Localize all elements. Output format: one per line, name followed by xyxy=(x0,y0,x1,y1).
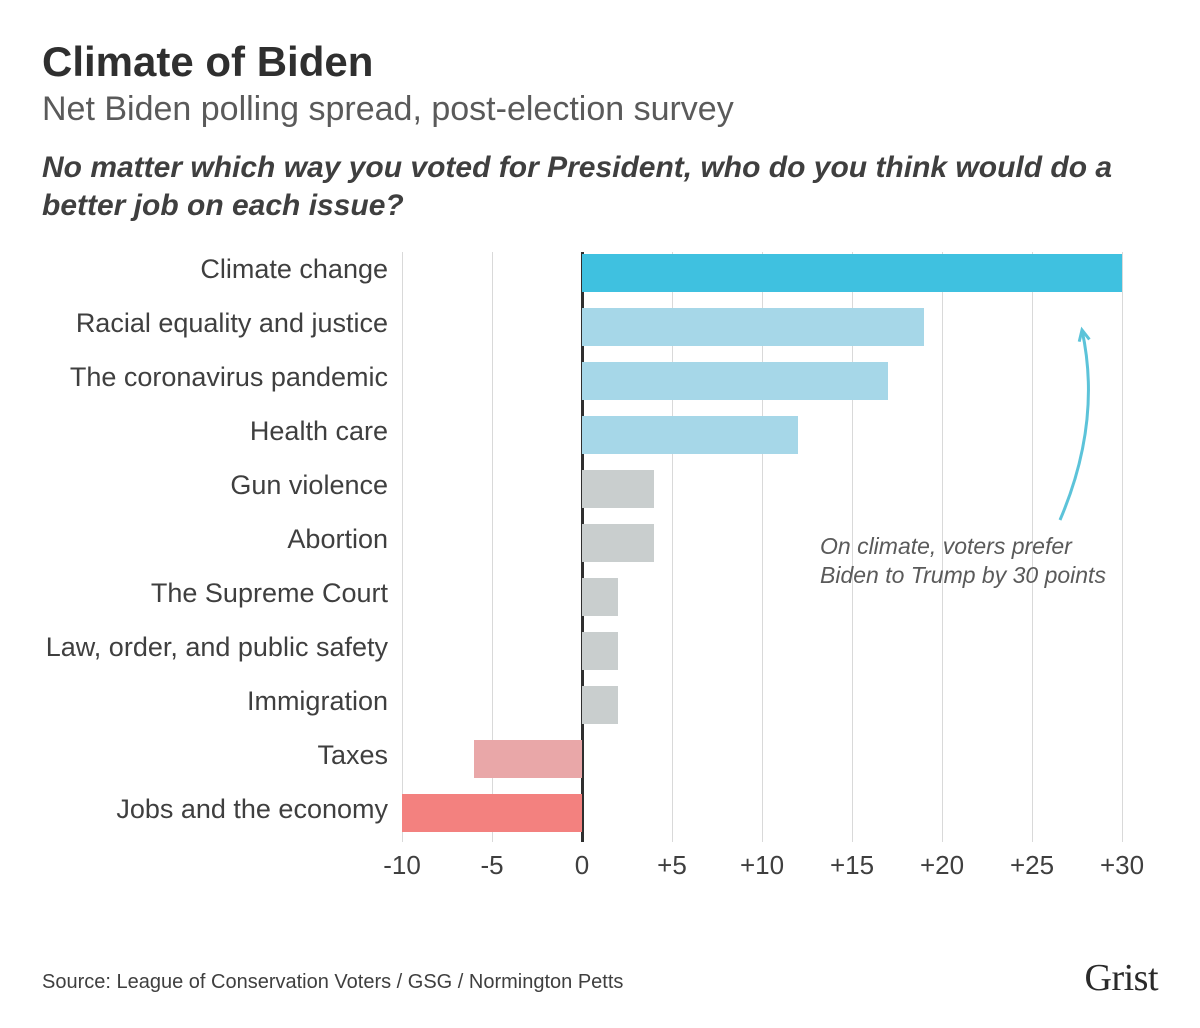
category-label: Immigration xyxy=(0,688,388,715)
x-tick-label: +10 xyxy=(740,850,784,881)
chart-title: Climate of Biden xyxy=(42,40,1158,84)
chart-area: Climate changeRacial equality and justic… xyxy=(402,252,1122,892)
chart-question: No matter which way you voted for Presid… xyxy=(42,149,1158,224)
category-label: The coronavirus pandemic xyxy=(0,364,388,391)
category-label: The Supreme Court xyxy=(0,580,388,607)
category-label: Health care xyxy=(0,418,388,445)
x-tick-label: +5 xyxy=(657,850,687,881)
category-label: Abortion xyxy=(0,526,388,553)
category-label: Law, order, and public safety xyxy=(0,634,388,661)
x-tick-label: +30 xyxy=(1100,850,1144,881)
chart-container: Climate of Biden Net Biden polling sprea… xyxy=(0,0,1200,1028)
category-label: Racial equality and justice xyxy=(0,310,388,337)
category-label: Jobs and the economy xyxy=(0,796,388,823)
category-label: Gun violence xyxy=(0,472,388,499)
x-tick-label: 0 xyxy=(575,850,589,881)
x-tick-label: +20 xyxy=(920,850,964,881)
x-tick-label: +25 xyxy=(1010,850,1054,881)
chart-subtitle: Net Biden polling spread, post-election … xyxy=(42,90,1158,129)
chart-plot: Climate changeRacial equality and justic… xyxy=(402,252,1122,842)
category-label: Taxes xyxy=(0,742,388,769)
brand-logo: Grist xyxy=(1085,956,1159,1000)
x-tick-label: +15 xyxy=(830,850,874,881)
x-tick-label: -5 xyxy=(480,850,503,881)
category-label: Climate change xyxy=(0,256,388,283)
gridline xyxy=(1122,252,1123,842)
source-text: Source: League of Conservation Voters / … xyxy=(42,971,623,994)
annotation-arrow xyxy=(402,252,1122,842)
x-axis-labels: -10-50+5+10+15+20+25+30 xyxy=(402,850,1122,890)
x-tick-label: -10 xyxy=(383,850,421,881)
